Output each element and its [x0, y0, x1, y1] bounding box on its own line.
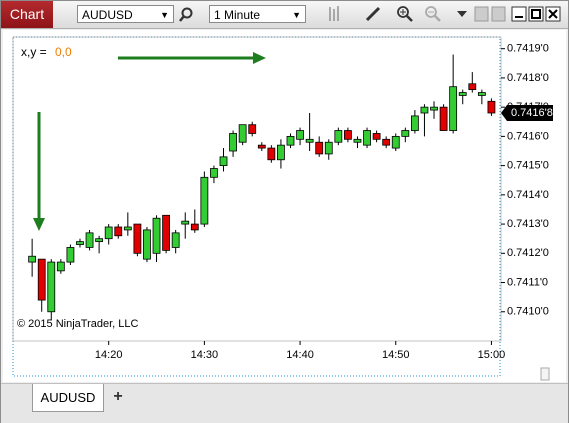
candle-body — [296, 130, 304, 140]
candle-body — [85, 232, 94, 248]
candle-body — [372, 133, 381, 140]
crosshair-label: x,y = — [21, 45, 47, 59]
candle-body — [430, 106, 438, 111]
candle-body — [353, 138, 362, 143]
last-price-label: 0.7416'8 — [511, 107, 553, 119]
tab[interactable]: AUDUSD — [32, 384, 104, 412]
chart: x,y = 0,0 © 2015 NinjaTrader, LLC 0.7410… — [12, 36, 553, 381]
candle-body — [210, 168, 218, 178]
candle-body — [257, 144, 266, 149]
candle-body — [344, 130, 352, 140]
dropdown-arrow: ▼ — [292, 10, 301, 20]
candle-body — [334, 130, 343, 143]
y-tick-label: 0.7419'0 — [507, 43, 549, 55]
candle-body — [37, 258, 46, 301]
candle-body — [56, 261, 65, 272]
candle-body — [190, 223, 199, 231]
y-tick-label: 0.7418'0 — [507, 72, 549, 84]
candle-body — [123, 226, 132, 231]
dropdown-arrow: ▼ — [160, 10, 169, 20]
y-tick-label: 0.7413'0 — [507, 218, 549, 230]
candle-body — [104, 226, 113, 240]
candle-body — [200, 176, 209, 225]
interval-text: 1 Minute — [214, 8, 261, 22]
candle-body — [363, 130, 371, 146]
interval-dropdown[interactable]: 1 Minute ▼ — [209, 5, 306, 23]
candle-body — [382, 138, 391, 146]
x-tick-label: 14:50 — [382, 349, 410, 361]
scrollbar-thumb[interactable] — [540, 367, 550, 381]
x-tick-label: 14:40 — [286, 349, 314, 361]
candle-body — [28, 255, 37, 263]
window-title: Chart — [1, 1, 53, 28]
candle-body — [286, 135, 295, 146]
arrows — [33, 52, 266, 231]
candle-body — [487, 100, 496, 114]
candle-body — [238, 124, 247, 143]
candle-body — [324, 141, 333, 155]
last-price-marker — [501, 105, 553, 121]
candle-body — [315, 141, 324, 155]
add-tab[interactable]: + — [113, 388, 123, 405]
crosshair-value: 0,0 — [55, 45, 72, 59]
candle-body — [95, 238, 104, 243]
instrument-text: AUDUSD — [82, 8, 133, 22]
copyright: © 2015 NinjaTrader, LLC — [17, 318, 138, 330]
x-tick-label: 15:00 — [478, 349, 506, 361]
candle-body — [468, 83, 477, 91]
candle-body — [305, 138, 314, 143]
candle-body — [219, 156, 228, 167]
toolbar: Chart AUDUSD ▼ 1 Minute ▼ — [1, 1, 568, 29]
candle-body — [152, 217, 161, 254]
candle-body — [439, 106, 448, 131]
candle-body — [47, 261, 56, 313]
y-tick-label: 0.7410'0 — [507, 306, 549, 318]
plot-border — [12, 36, 502, 342]
candle-body — [401, 130, 410, 137]
tab-bar: AUDUSD + — [1, 383, 568, 423]
chart-panel: x,y = 0,0 © 2015 NinjaTrader, LLC 0.7410… — [3, 30, 566, 382]
candle-body — [277, 144, 285, 161]
candle-body — [267, 147, 276, 161]
y-tick-label: 0.7416'0 — [507, 130, 549, 142]
candle-body — [171, 232, 180, 248]
candle-body — [133, 223, 142, 254]
y-tick-label: 0.7412'0 — [507, 247, 549, 259]
candle-body — [449, 86, 458, 131]
candle-body — [458, 92, 467, 96]
instrument-dropdown[interactable]: AUDUSD ▼ — [77, 5, 174, 23]
candle-body — [114, 226, 123, 237]
candle-body — [410, 115, 419, 131]
candle-body — [76, 241, 84, 245]
candle-body — [229, 133, 237, 152]
candle-body — [477, 92, 486, 96]
x-tick-label: 14:30 — [191, 349, 219, 361]
candle-body — [162, 214, 170, 251]
candle-body — [66, 247, 75, 263]
candle-body — [181, 220, 190, 225]
y-tick-label: 0.7415'0 — [507, 160, 549, 172]
y-tick-label: 0.7411'0 — [507, 276, 548, 288]
candle-body — [420, 106, 429, 114]
x-tick-label: 14:20 — [95, 349, 123, 361]
candle-body — [248, 124, 257, 134]
candle-body — [143, 229, 151, 260]
candle-body — [391, 135, 400, 149]
y-tick-label: 0.7414'0 — [507, 189, 549, 201]
